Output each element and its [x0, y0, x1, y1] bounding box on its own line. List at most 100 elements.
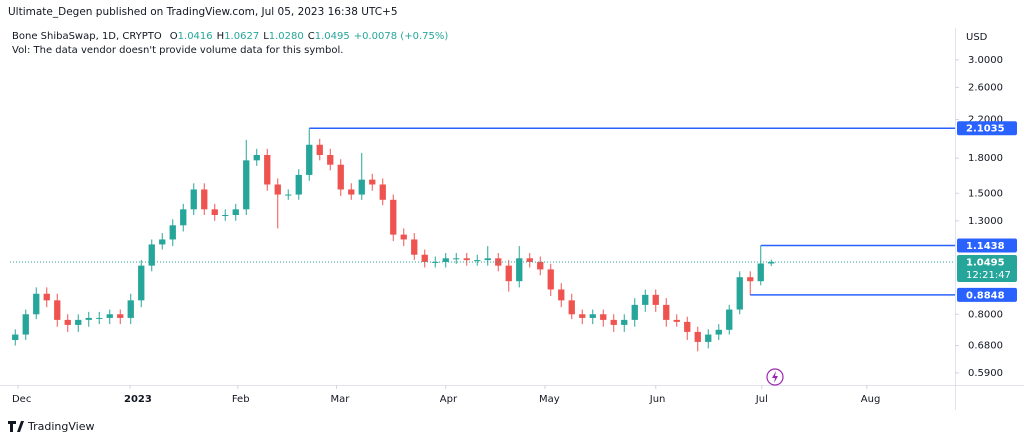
candle-body — [652, 294, 659, 305]
candle-body — [484, 258, 491, 261]
candle-body — [589, 314, 596, 318]
ohlc-key: C — [308, 31, 315, 42]
candle-body — [421, 254, 428, 262]
x-tick-label: Jul — [755, 394, 768, 405]
candle-body — [127, 300, 134, 318]
symbol-name: Bone ShibaSwap, 1D, CRYPTO — [12, 31, 162, 42]
candle-body — [705, 334, 712, 342]
candle-body — [337, 164, 344, 190]
candle-body — [505, 265, 512, 282]
candle-body — [432, 261, 439, 263]
level-price-label: 1.1438 — [966, 241, 1005, 252]
ohlc-key: O — [170, 31, 178, 42]
candle-body — [495, 258, 502, 266]
footer-brand: TradingView — [27, 420, 94, 433]
candle-body — [442, 258, 449, 262]
candle-body — [663, 304, 670, 320]
y-tick-label: 1.5000 — [968, 188, 1003, 199]
candle-body — [54, 300, 61, 320]
x-tick-label: Apr — [440, 394, 458, 405]
ohlc-value: 1.0627 — [224, 31, 259, 42]
candle-body — [169, 225, 176, 240]
x-tick-label: Jun — [649, 394, 666, 405]
candle-body — [736, 277, 743, 310]
x-tick-label: Feb — [232, 394, 250, 405]
candle-body — [568, 300, 575, 315]
candle-body — [547, 269, 554, 290]
y-tick-label: 1.3000 — [968, 216, 1003, 227]
candle-body — [253, 155, 260, 161]
candle-body — [358, 179, 365, 195]
ohlc-key: L — [263, 31, 269, 42]
level-price-label: 0.8848 — [966, 290, 1005, 301]
x-tick-label: Aug — [861, 394, 881, 405]
y-tick-label: 2.2000 — [968, 115, 1003, 126]
level-price-box — [957, 121, 1017, 136]
candle-body — [159, 239, 166, 245]
candle-body — [673, 319, 680, 322]
candle-body — [747, 277, 754, 282]
candle-body — [117, 314, 124, 318]
candle-body — [694, 331, 701, 342]
candle-body — [726, 309, 733, 330]
candle-body — [768, 262, 775, 264]
candle-body — [715, 329, 722, 335]
x-tick-label: Dec — [12, 394, 31, 405]
candle-body — [463, 258, 470, 261]
candle-body — [12, 334, 19, 340]
ohlc-value: 1.0416 — [178, 31, 213, 42]
candle-body — [610, 319, 617, 325]
volume-note: Vol: The data vendor doesn't provide vol… — [12, 45, 343, 56]
candle-body — [474, 260, 481, 262]
candle-body — [201, 189, 208, 210]
candle-body — [22, 314, 29, 335]
y-tick-label: 0.6800 — [968, 341, 1003, 352]
candle-body — [600, 314, 607, 320]
candle-body — [295, 174, 302, 195]
candle-body — [757, 263, 764, 282]
candle-body — [316, 144, 323, 156]
event-icon — [766, 368, 784, 386]
publish-header: Ultimate_Degen published on TradingView.… — [8, 6, 398, 18]
current-price-label: 1.0495 — [966, 258, 1005, 269]
candle-body — [243, 160, 250, 210]
candle-body — [285, 194, 292, 196]
candle-body — [190, 189, 197, 210]
candle-body — [264, 155, 271, 185]
y-tick-label: 1.8000 — [968, 153, 1003, 164]
candle-body — [516, 258, 523, 282]
candle-body — [180, 209, 187, 226]
candle-body — [85, 317, 92, 320]
candle-body — [222, 214, 229, 216]
candle-body — [348, 189, 355, 195]
legend: Bone ShibaSwap, 1D, CRYPTO O1.0416 H1.0627… — [12, 31, 448, 42]
level-price-box — [957, 238, 1017, 253]
candle-body — [274, 184, 281, 195]
candle-body — [684, 321, 691, 332]
candle-body — [579, 314, 586, 318]
candle-body — [558, 289, 565, 301]
y-tick-label: 3.0000 — [968, 55, 1003, 66]
candle-body — [106, 314, 113, 318]
tradingview-logo — [8, 421, 24, 432]
candle-body — [526, 258, 533, 262]
candle-body — [631, 304, 638, 320]
candle-body — [64, 319, 71, 325]
candle-body — [621, 319, 628, 325]
ohlc-value: 1.0495 — [315, 31, 350, 42]
x-tick-label: Mar — [331, 394, 351, 405]
candle-body — [75, 319, 82, 325]
current-price-box — [957, 255, 1017, 283]
x-tick-label: May — [539, 394, 560, 405]
candle-body — [306, 144, 313, 175]
candle-body — [411, 239, 418, 255]
ohlc-value: 1.0280 — [269, 31, 304, 42]
candle-body — [400, 234, 407, 240]
candle-body — [453, 258, 460, 260]
candle-body — [148, 244, 155, 266]
candle-body — [43, 293, 50, 301]
candle-body — [138, 265, 145, 301]
y-tick-label: 0.8000 — [968, 309, 1003, 320]
